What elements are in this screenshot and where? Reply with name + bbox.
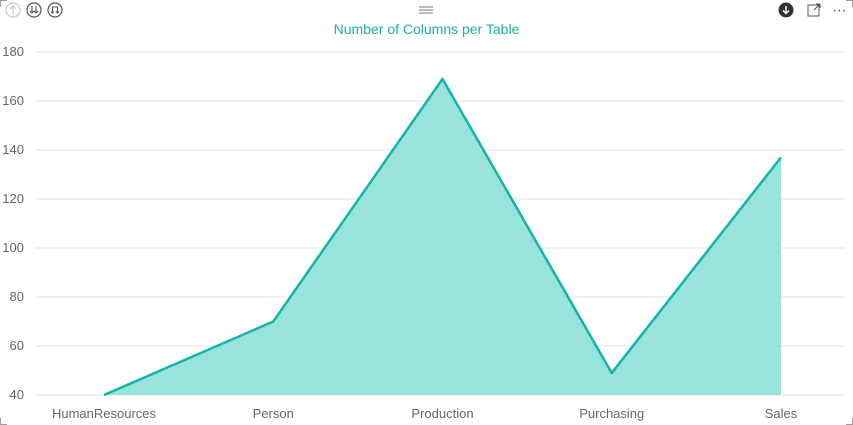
chart-title: Number of Columns per Table	[333, 21, 520, 37]
frame-corner-bottom-left	[0, 418, 7, 425]
x-tick-label: Purchasing	[579, 406, 644, 421]
expand-icon	[807, 3, 821, 17]
visual-header: ⋯	[0, 0, 853, 20]
series-line	[103, 77, 782, 397]
y-tick-label: 180	[2, 44, 24, 59]
x-tick-label: Production	[411, 406, 473, 421]
data-point[interactable]	[99, 390, 109, 400]
x-tick-label: Person	[253, 406, 294, 421]
y-tick-label: 100	[2, 240, 24, 255]
grip-lines-icon	[419, 6, 433, 14]
fork-down-circle-icon	[47, 2, 63, 18]
drill-mode-button[interactable]	[778, 2, 794, 18]
y-tick-label: 40	[10, 387, 24, 402]
expand-all-button[interactable]	[26, 2, 42, 18]
focus-mode-button[interactable]	[806, 2, 822, 18]
y-tick-label: 60	[10, 338, 24, 353]
more-options-button[interactable]: ⋯	[829, 2, 849, 18]
y-tick-label: 160	[2, 93, 24, 108]
data-point[interactable]	[438, 74, 448, 84]
y-tick-label: 80	[10, 289, 24, 304]
data-point[interactable]	[776, 152, 786, 162]
y-tick-label: 120	[2, 191, 24, 206]
y-tick-label: 140	[2, 142, 24, 157]
area-layer	[99, 74, 786, 400]
x-tick-label: HumanResources	[52, 406, 157, 421]
arrow-down-filled-circle-icon	[778, 2, 794, 18]
frame-corner-bottom-right	[846, 418, 853, 425]
x-axis: HumanResources Person Production Purchasing…	[52, 406, 798, 421]
frame-corner-top-right	[846, 0, 853, 7]
arrow-up-circle-icon	[5, 2, 21, 18]
area-fill	[104, 78, 781, 395]
frame-corner-top-left	[0, 0, 7, 7]
x-tick-label: Sales	[765, 406, 798, 421]
drill-up-button[interactable]	[5, 2, 21, 18]
y-axis: 40 60 80 100 120 140 160 180	[2, 44, 24, 402]
more-options-icon: ⋯	[832, 1, 847, 18]
data-point[interactable]	[607, 368, 617, 378]
double-arrow-down-circle-icon	[26, 2, 42, 18]
data-point[interactable]	[268, 317, 278, 327]
expand-next-level-button[interactable]	[47, 2, 63, 18]
drag-handle[interactable]	[418, 2, 434, 18]
